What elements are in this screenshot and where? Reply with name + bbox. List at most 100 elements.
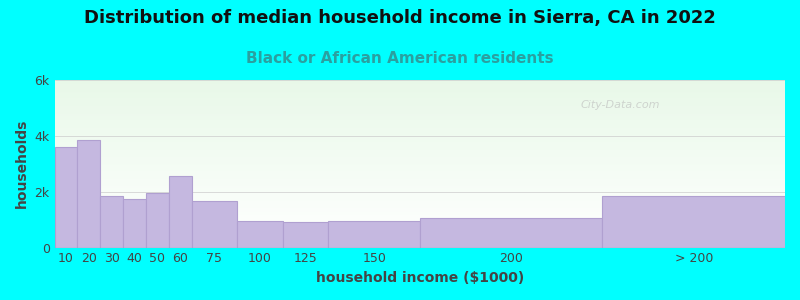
Bar [54, 117, 785, 118]
Bar [54, 160, 785, 161]
Bar [54, 80, 785, 81]
Bar [54, 240, 785, 241]
Bar [54, 246, 785, 247]
Bar [54, 198, 785, 199]
Bar [54, 232, 785, 233]
Bar [54, 206, 785, 207]
Bar [54, 141, 785, 142]
Bar [54, 96, 785, 97]
Bar [54, 244, 785, 245]
Bar [54, 106, 785, 107]
Bar [54, 168, 785, 169]
Bar [54, 125, 785, 126]
Bar [54, 127, 785, 128]
Bar [54, 175, 785, 176]
Bar [54, 133, 785, 134]
Bar [54, 243, 785, 244]
Bar [54, 245, 785, 246]
Bar [54, 148, 785, 149]
Bar [54, 237, 785, 238]
Bar [54, 102, 785, 103]
Bar [54, 100, 785, 101]
Bar [54, 152, 785, 153]
X-axis label: household income ($1000): household income ($1000) [316, 271, 524, 285]
Bar [54, 202, 785, 203]
Bar [54, 104, 785, 105]
Bar [54, 190, 785, 191]
Bar [54, 208, 785, 209]
Bar [602, 196, 785, 248]
Bar [54, 173, 785, 174]
Bar [54, 215, 785, 216]
Bar [54, 162, 785, 163]
Bar [54, 136, 785, 137]
Bar [54, 187, 785, 188]
Bar [54, 179, 785, 180]
Bar [54, 135, 785, 136]
Bar [54, 172, 785, 173]
Bar [54, 192, 785, 193]
Bar [54, 217, 785, 218]
Bar [54, 84, 785, 85]
Bar [54, 144, 785, 145]
Bar [54, 147, 78, 248]
Bar [54, 189, 785, 190]
Bar [54, 193, 785, 194]
Bar [54, 114, 785, 115]
Bar [54, 238, 785, 239]
Bar [54, 159, 785, 160]
Bar [54, 139, 785, 140]
Bar [54, 199, 785, 200]
Bar [146, 193, 169, 248]
Bar [54, 166, 785, 167]
Bar [54, 150, 785, 151]
Text: Black or African American residents: Black or African American residents [246, 51, 554, 66]
Bar [54, 180, 785, 181]
Bar [54, 143, 785, 144]
Bar [54, 82, 785, 83]
Bar [54, 121, 785, 122]
Bar [54, 142, 785, 143]
Bar [54, 229, 785, 230]
Bar [54, 149, 785, 150]
Bar [54, 126, 785, 127]
Bar [54, 123, 785, 124]
Bar [54, 116, 785, 117]
Bar [329, 221, 420, 248]
Bar [54, 164, 785, 165]
Bar [54, 183, 785, 184]
Bar [54, 227, 785, 228]
Bar [54, 184, 785, 185]
Bar [54, 247, 785, 248]
Bar [54, 211, 785, 212]
Bar [54, 161, 785, 162]
Bar [54, 145, 785, 146]
Bar [54, 118, 785, 119]
Bar [191, 202, 237, 248]
Bar [54, 170, 785, 171]
Bar [54, 129, 785, 130]
Bar [54, 154, 785, 155]
Bar [54, 165, 785, 166]
Bar [54, 90, 785, 91]
Bar [54, 108, 785, 109]
Bar [54, 186, 785, 187]
Bar [54, 233, 785, 234]
Bar [54, 128, 785, 129]
Bar [54, 220, 785, 221]
Bar [54, 112, 785, 113]
Text: City-Data.com: City-Data.com [581, 100, 660, 110]
Bar [54, 153, 785, 154]
Bar [54, 151, 785, 152]
Bar [54, 239, 785, 240]
Bar [54, 95, 785, 96]
Bar [54, 191, 785, 192]
Bar [54, 241, 785, 242]
Bar [54, 201, 785, 202]
Bar [237, 221, 283, 248]
Bar [54, 205, 785, 206]
Bar [54, 137, 785, 138]
Bar [54, 99, 785, 100]
Bar [54, 177, 785, 178]
Bar [54, 110, 785, 111]
